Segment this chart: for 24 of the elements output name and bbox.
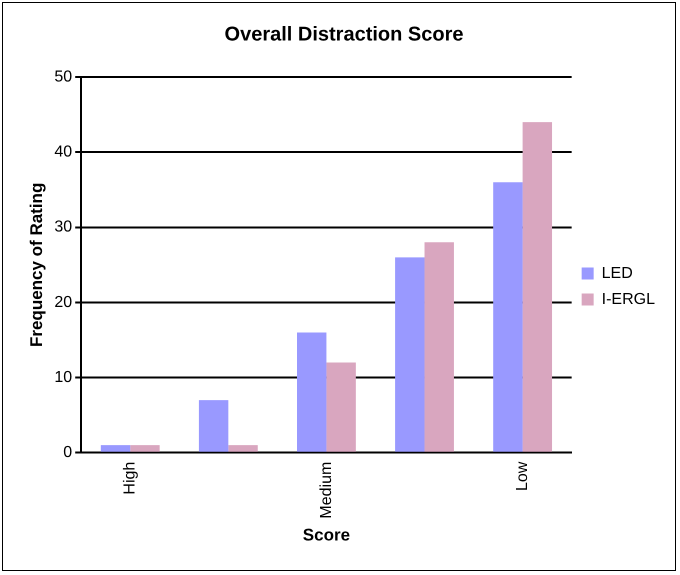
bar (228, 445, 258, 452)
x-tick-label: High (122, 462, 139, 495)
bar (100, 445, 130, 452)
x-tick-label: Low (514, 461, 532, 492)
legend-label: LED (602, 264, 633, 282)
y-tick-label: 10 (54, 368, 72, 386)
y-axis-title: Frequency of Rating (26, 182, 46, 348)
bar (493, 182, 523, 452)
bar (130, 445, 160, 452)
bar (424, 242, 454, 452)
bar (326, 362, 356, 452)
x-axis-title: Score (302, 525, 350, 544)
chart-title: Overall Distraction Score (224, 24, 464, 46)
legend-label: I-ERGL (602, 290, 656, 308)
bar (297, 332, 326, 452)
bar (522, 122, 552, 452)
y-tick-label: 50 (54, 68, 72, 86)
y-tick-label: 30 (54, 218, 72, 236)
bar (395, 257, 425, 452)
y-tick-label: 0 (63, 444, 72, 462)
x-tick-label: Medium (318, 462, 335, 519)
y-tick-label: 20 (54, 294, 72, 311)
bar (198, 400, 228, 452)
y-tick-label: 40 (54, 144, 72, 161)
